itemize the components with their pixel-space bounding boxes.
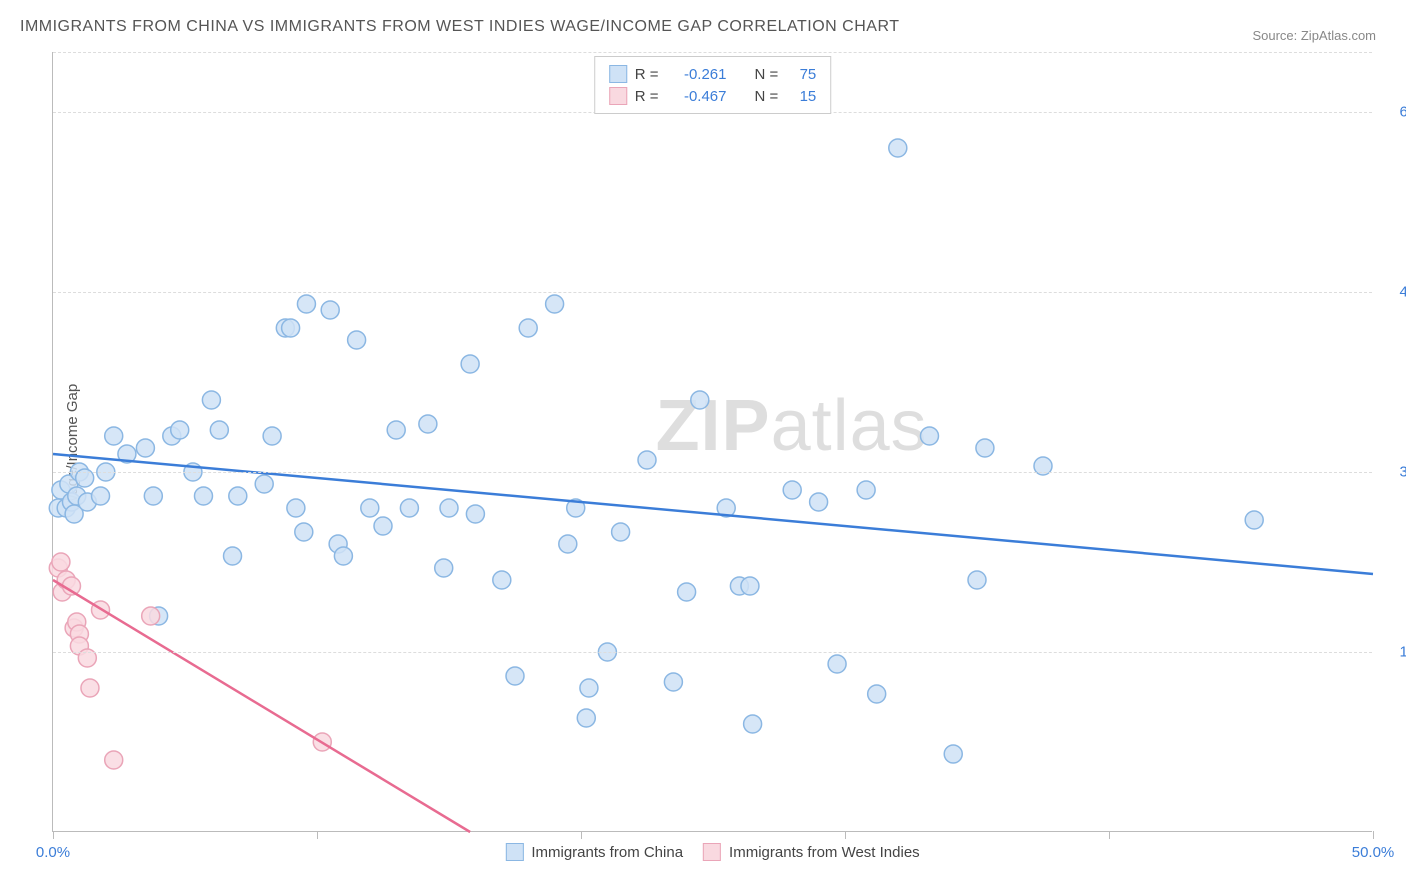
data-point <box>387 421 405 439</box>
data-point <box>868 685 886 703</box>
trend-line <box>53 580 470 832</box>
data-point <box>144 487 162 505</box>
data-point <box>559 535 577 553</box>
data-point <box>678 583 696 601</box>
y-tick-label: 15.0% <box>1382 644 1406 661</box>
data-point <box>976 439 994 457</box>
r-value: -0.467 <box>667 88 727 105</box>
n-label: N = <box>755 66 779 83</box>
data-point <box>419 415 437 433</box>
legend-correlation-box: R = -0.261 N = 75 R = -0.467 N = 15 <box>594 56 832 114</box>
x-tick <box>1373 831 1374 839</box>
data-point <box>334 547 352 565</box>
gridline <box>53 52 1372 53</box>
data-point <box>210 421 228 439</box>
source-label: Source: ZipAtlas.com <box>1252 28 1376 43</box>
data-point <box>321 301 339 319</box>
x-tick-label: 50.0% <box>1352 844 1395 861</box>
data-point <box>1245 511 1263 529</box>
data-point <box>287 499 305 517</box>
legend-item: Immigrants from China <box>505 843 683 861</box>
chart-title: IMMIGRANTS FROM CHINA VS IMMIGRANTS FROM… <box>20 18 900 36</box>
data-point <box>744 715 762 733</box>
data-point <box>440 499 458 517</box>
data-point <box>297 295 315 313</box>
legend-item: Immigrants from West Indies <box>703 843 920 861</box>
data-point <box>361 499 379 517</box>
x-tick <box>1109 831 1110 839</box>
legend-label: Immigrants from West Indies <box>729 844 920 861</box>
data-point <box>105 751 123 769</box>
data-point <box>81 679 99 697</box>
data-point <box>282 319 300 337</box>
data-point <box>202 391 220 409</box>
x-tick <box>581 831 582 839</box>
n-label: N = <box>755 88 779 105</box>
data-point <box>229 487 247 505</box>
data-point <box>783 481 801 499</box>
data-point <box>400 499 418 517</box>
data-point <box>92 487 110 505</box>
data-point <box>580 679 598 697</box>
data-point <box>920 427 938 445</box>
data-point <box>435 559 453 577</box>
data-point <box>638 451 656 469</box>
data-point <box>461 355 479 373</box>
n-value: 15 <box>786 88 816 105</box>
data-point <box>142 607 160 625</box>
data-point <box>506 667 524 685</box>
x-tick <box>53 831 54 839</box>
data-point <box>810 493 828 511</box>
x-tick <box>317 831 318 839</box>
data-point <box>374 517 392 535</box>
data-point <box>493 571 511 589</box>
data-point <box>255 475 273 493</box>
data-point <box>348 331 366 349</box>
data-point <box>889 139 907 157</box>
data-point <box>263 427 281 445</box>
y-tick-label: 30.0% <box>1382 464 1406 481</box>
y-tick-label: 45.0% <box>1382 284 1406 301</box>
data-point <box>691 391 709 409</box>
x-tick <box>845 831 846 839</box>
gridline <box>53 472 1372 473</box>
r-value: -0.261 <box>667 66 727 83</box>
data-point <box>577 709 595 727</box>
gridline <box>53 652 1372 653</box>
legend-swatch <box>505 843 523 861</box>
data-point <box>105 427 123 445</box>
r-label: R = <box>635 66 659 83</box>
data-point <box>857 481 875 499</box>
r-label: R = <box>635 88 659 105</box>
legend-label: Immigrants from China <box>531 844 683 861</box>
data-point <box>295 523 313 541</box>
legend-swatch <box>609 87 627 105</box>
data-point <box>828 655 846 673</box>
chart-plot-area: ZIPatlas R =-0.261N =75R =-0.467N =15 Im… <box>52 52 1372 832</box>
y-tick-label: 60.0% <box>1382 104 1406 121</box>
data-point <box>944 745 962 763</box>
legend-swatch <box>703 843 721 861</box>
data-point <box>194 487 212 505</box>
data-point <box>612 523 630 541</box>
data-point <box>741 577 759 595</box>
data-point <box>224 547 242 565</box>
gridline <box>53 292 1372 293</box>
legend-correlation-row: R = -0.261 N = 75 <box>609 63 817 85</box>
data-point <box>664 673 682 691</box>
data-point <box>136 439 154 457</box>
scatter-svg <box>53 52 1372 831</box>
data-point <box>171 421 189 439</box>
data-point <box>52 553 70 571</box>
data-point <box>466 505 484 523</box>
legend-correlation-row: R = -0.467 N = 15 <box>609 85 817 107</box>
legend-series: Immigrants from China Immigrants from Wes… <box>505 843 919 861</box>
legend-swatch <box>609 65 627 83</box>
data-point <box>519 319 537 337</box>
data-point <box>968 571 986 589</box>
x-tick-label: 0.0% <box>36 844 70 861</box>
n-value: 75 <box>786 66 816 83</box>
data-point <box>546 295 564 313</box>
